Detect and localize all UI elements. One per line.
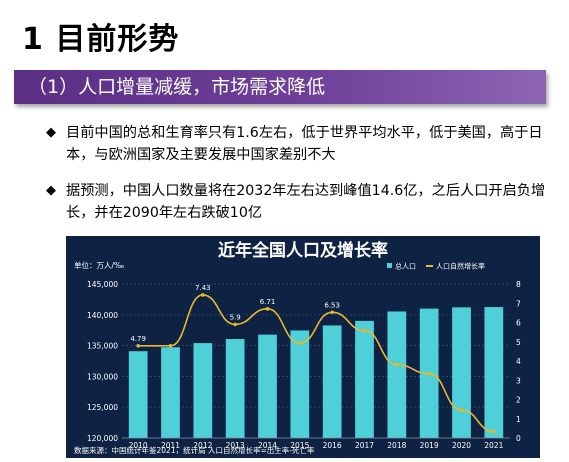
- point-growth-rate: [136, 343, 140, 348]
- data-label-growth-rate: 7.43: [195, 284, 211, 292]
- bar-total-population: [258, 334, 277, 438]
- x-axis-tick-label: 2017: [355, 441, 374, 450]
- x-axis-tick-label: 2015: [290, 441, 309, 450]
- point-growth-rate: [395, 362, 399, 367]
- population-chart: 近年全国人口及增长率 单位：万人/‰ 总人口 人口自然增长率 4.79 7.43 5…: [66, 236, 540, 458]
- point-growth-rate: [201, 293, 205, 297]
- left-axis-tick-label: 120,000: [87, 434, 118, 443]
- data-label-growth-rate: 4.79: [130, 335, 146, 343]
- x-axis-tick-label: 2021: [484, 441, 503, 450]
- diamond-bullet-icon: ◆: [46, 183, 56, 198]
- legend-label-growth: 人口自然增长率: [436, 262, 485, 271]
- bullet-text: 据预测，中国人口数量将在2032年左右达到峰值14.6亿，之后人口开启负增长，并…: [66, 183, 546, 221]
- bar-total-population: [452, 307, 471, 438]
- left-axis-tick-label: 130,000: [87, 372, 118, 381]
- data-label-growth-rate: 6.71: [260, 298, 276, 306]
- point-growth-rate: [362, 328, 367, 333]
- bar-total-population: [161, 347, 180, 438]
- left-axis-tick-label: 140,000: [87, 311, 118, 320]
- legend-swatch-bar: [387, 263, 392, 268]
- bar-total-population: [128, 351, 148, 438]
- series-line-growth-rate: [138, 294, 494, 433]
- point-growth-rate: [168, 343, 173, 348]
- x-axis-tick-label: 2010: [129, 441, 148, 450]
- bar-total-population: [193, 343, 213, 438]
- x-axis-tick-label: 2012: [193, 441, 212, 450]
- data-label-growth-rate: 5.9: [230, 313, 241, 321]
- chart-source: 数据来源：中国统计年鉴2021，统计局 人口自然增长率=出生率-死亡率: [74, 445, 315, 455]
- section-banner: （1）人口增量减缓，市场需求降低: [14, 70, 546, 104]
- bar-total-population: [484, 307, 504, 438]
- x-axis-tick-label: 2013: [226, 441, 245, 450]
- right-axis-tick-label: 7: [516, 299, 521, 308]
- bullet-item-birth-rate: ◆ 目前中国的总和生育率只有1.6左右，低于世界平均水平，低于美国，高于日本，与…: [46, 122, 558, 166]
- point-growth-rate: [427, 371, 431, 376]
- bar-total-population: [290, 330, 310, 438]
- x-axis-tick-label: 2014: [258, 441, 277, 450]
- right-axis-tick-label: 4: [516, 357, 521, 366]
- left-axis-tick-label: 145,000: [87, 280, 118, 289]
- x-axis-tick-label: 2016: [323, 441, 342, 450]
- x-axis-tick-label: 2020: [452, 441, 471, 450]
- bar-total-population: [387, 311, 407, 438]
- right-axis-tick-label: 2: [516, 396, 521, 405]
- point-growth-rate: [459, 408, 464, 412]
- legend-label-total: 总人口: [395, 262, 416, 271]
- right-axis-tick-label: 1: [516, 415, 521, 424]
- chart-title: 近年全国人口及增长率: [218, 240, 388, 261]
- point-growth-rate: [492, 429, 496, 434]
- chart-unit-label: 单位：万人/‰: [74, 260, 124, 270]
- bar-total-population: [322, 325, 342, 438]
- right-axis-tick-label: 0: [516, 434, 521, 443]
- bullet-list: ◆ 目前中国的总和生育率只有1.6左右，低于世界平均水平，低于美国，高于日本，与…: [46, 122, 558, 238]
- bar-total-population: [355, 320, 374, 438]
- x-axis-tick-label: 2018: [387, 441, 406, 450]
- chart-svg: 近年全国人口及增长率 单位：万人/‰ 总人口 人口自然增长率 4.79 7.43 5…: [74, 240, 521, 455]
- bullet-item-forecast: ◆ 据预测，中国人口数量将在2032年左右达到峰值14.6亿，之后人口开启负增长…: [46, 180, 558, 224]
- x-axis-tick-label: 2019: [420, 441, 439, 450]
- chart-legend: 总人口 人口自然增长率: [387, 262, 485, 271]
- diamond-bullet-icon: ◆: [46, 125, 56, 140]
- bullet-text: 目前中国的总和生育率只有1.6左右，低于世界平均水平，低于美国，高于日本，与欧洲…: [66, 125, 543, 163]
- bar-total-population: [225, 338, 245, 438]
- left-axis-tick-label: 135,000: [87, 342, 118, 351]
- right-axis-tick-label: 8: [516, 280, 521, 289]
- left-axis-tick-label: 125,000: [87, 403, 118, 412]
- point-growth-rate: [330, 310, 334, 315]
- point-growth-rate: [265, 307, 270, 311]
- right-axis-tick-label: 6: [516, 319, 521, 328]
- x-axis-tick-label: 2011: [161, 441, 180, 450]
- point-growth-rate: [298, 341, 302, 345]
- page-title: 1 目前形势: [22, 22, 180, 57]
- legend-swatch-line: [426, 265, 433, 267]
- data-label-growth-rate: 6.53: [324, 301, 340, 309]
- right-axis-tick-label: 5: [516, 338, 521, 347]
- right-axis-tick-label: 3: [516, 376, 521, 385]
- point-growth-rate: [233, 322, 237, 327]
